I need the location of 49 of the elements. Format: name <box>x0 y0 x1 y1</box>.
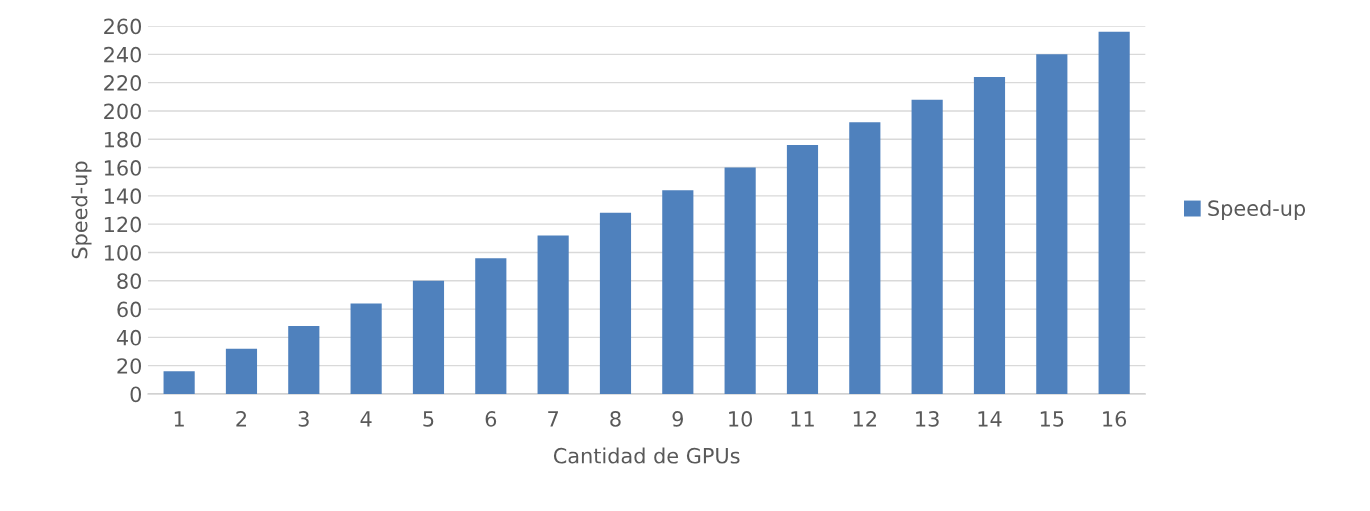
y-tick-label: 80 <box>117 273 142 289</box>
y-tick-label: 180 <box>104 131 142 148</box>
y-tick-label: 160 <box>104 160 142 176</box>
legend-label: Speed-up <box>1208 199 1306 221</box>
bar <box>225 348 258 394</box>
y-tick-label: 220 <box>104 75 142 91</box>
x-tick-label: 14 <box>978 411 1002 427</box>
y-tick-label: 260 <box>104 18 142 35</box>
y-tick-label: 0 <box>130 386 142 403</box>
y-tick-label: 40 <box>116 329 142 346</box>
x-tick-label: 11 <box>791 411 814 427</box>
x-axis-title: Cantidad de GPUs <box>553 447 740 464</box>
x-tick-label: 4 <box>360 411 372 427</box>
x-tick-label: 10 <box>729 411 753 427</box>
x-tick-label: 5 <box>423 411 434 427</box>
bar <box>1098 31 1130 394</box>
bar <box>1036 54 1068 394</box>
y-tick-label: 120 <box>104 216 142 233</box>
bar <box>724 167 756 394</box>
bar <box>599 212 632 394</box>
y-tick-label: 140 <box>104 188 142 205</box>
x-tick-label: 3 <box>298 411 309 427</box>
y-tick-label: 20 <box>117 358 142 374</box>
y-tick-label: 200 <box>104 103 142 120</box>
x-tick-label: 1 <box>174 411 184 427</box>
x-tick-label: 16 <box>1103 411 1127 427</box>
bar <box>911 99 943 394</box>
bar <box>973 77 1006 394</box>
x-tick-label: 12 <box>853 411 876 427</box>
bar <box>849 122 881 394</box>
x-tick-label: 15 <box>1040 411 1064 427</box>
bar <box>475 258 507 394</box>
x-tick-label: 9 <box>672 411 683 427</box>
y-axis-title: Speed-up <box>71 161 92 259</box>
bar <box>350 303 382 394</box>
x-tick-label: 8 <box>610 411 621 427</box>
bar <box>537 235 569 394</box>
y-tick-label: 240 <box>104 46 142 63</box>
x-tick-label: 7 <box>548 411 558 427</box>
x-tick-label: 2 <box>236 411 246 427</box>
y-tick-label: 100 <box>104 244 142 261</box>
x-tick-label: 13 <box>916 411 939 427</box>
y-tick-label: 60 <box>117 301 142 318</box>
bar <box>163 371 195 394</box>
bar <box>786 144 819 394</box>
bar <box>662 190 694 394</box>
x-tick-label: 6 <box>485 411 497 427</box>
bar <box>412 280 445 394</box>
bar <box>288 326 320 394</box>
